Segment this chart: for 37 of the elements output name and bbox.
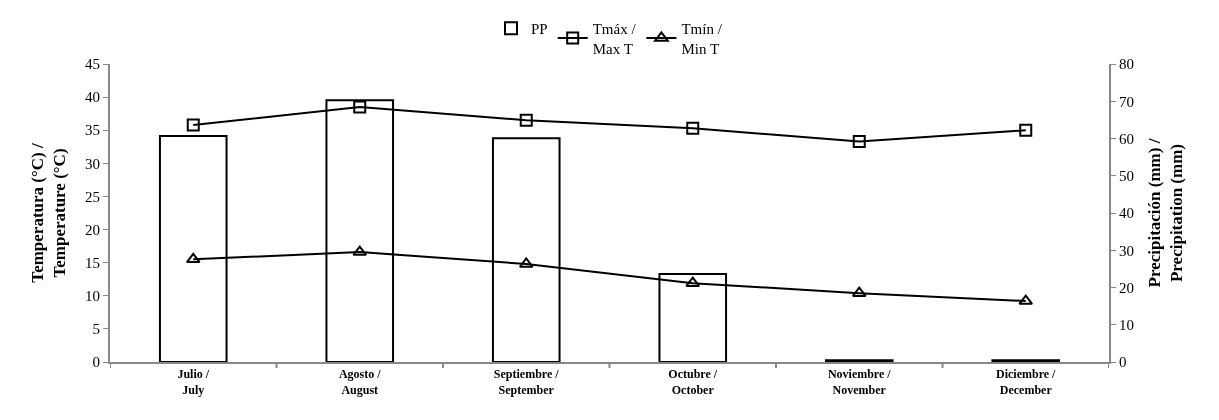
x-tick-label: Julio / July <box>177 367 210 397</box>
point <box>353 100 367 114</box>
y2-tick-label: 10 <box>1119 317 1134 333</box>
y-tick-label: 20 <box>85 221 100 238</box>
point <box>519 113 533 127</box>
point <box>1019 123 1033 137</box>
y2-tick-label: 80 <box>1119 56 1134 73</box>
point <box>185 252 201 264</box>
x-tick-label: Octubre / October <box>668 367 718 397</box>
y-tick-label: 30 <box>85 155 100 172</box>
y2-tick-label: 70 <box>1119 93 1134 110</box>
x-tick-label: Septiembre / September <box>493 367 560 397</box>
legend-label: PP <box>531 21 548 38</box>
legend-label: Tmín / Min T <box>681 21 723 57</box>
y-tick-label: 45 <box>85 56 100 73</box>
y-axis-title: Temperatura (°C) / Temperature (°C) <box>27 143 70 283</box>
point <box>186 118 200 132</box>
point <box>852 134 866 148</box>
y2-tick-label: 60 <box>1119 130 1134 147</box>
y-tick-label: 40 <box>85 89 100 106</box>
y2-axis-title: Precipitación (mm) / Precipitation (mm) <box>1144 138 1186 288</box>
y2-tick-label: 40 <box>1119 205 1134 222</box>
y-tick-label: 15 <box>85 254 100 271</box>
y-tick-label: 25 <box>85 188 100 205</box>
y-tick-label: 10 <box>85 288 100 305</box>
y2-tick-label: 30 <box>1119 242 1134 259</box>
y2-tick-label: 20 <box>1119 279 1134 296</box>
x-tick-label: Diciembre / December <box>996 367 1057 397</box>
y-tick-label: 35 <box>85 122 100 139</box>
legend-label: Tmáx / Max T <box>592 21 637 57</box>
x-tick-label: Agosto / August <box>338 367 382 397</box>
x-tick-label: Noviembre / November <box>827 367 892 397</box>
point <box>686 121 700 135</box>
y2-tick-label: 50 <box>1119 168 1134 184</box>
y2-tick-label: 0 <box>1119 354 1127 371</box>
y-tick-label: 5 <box>92 321 100 338</box>
y-tick-label: 0 <box>92 354 100 371</box>
